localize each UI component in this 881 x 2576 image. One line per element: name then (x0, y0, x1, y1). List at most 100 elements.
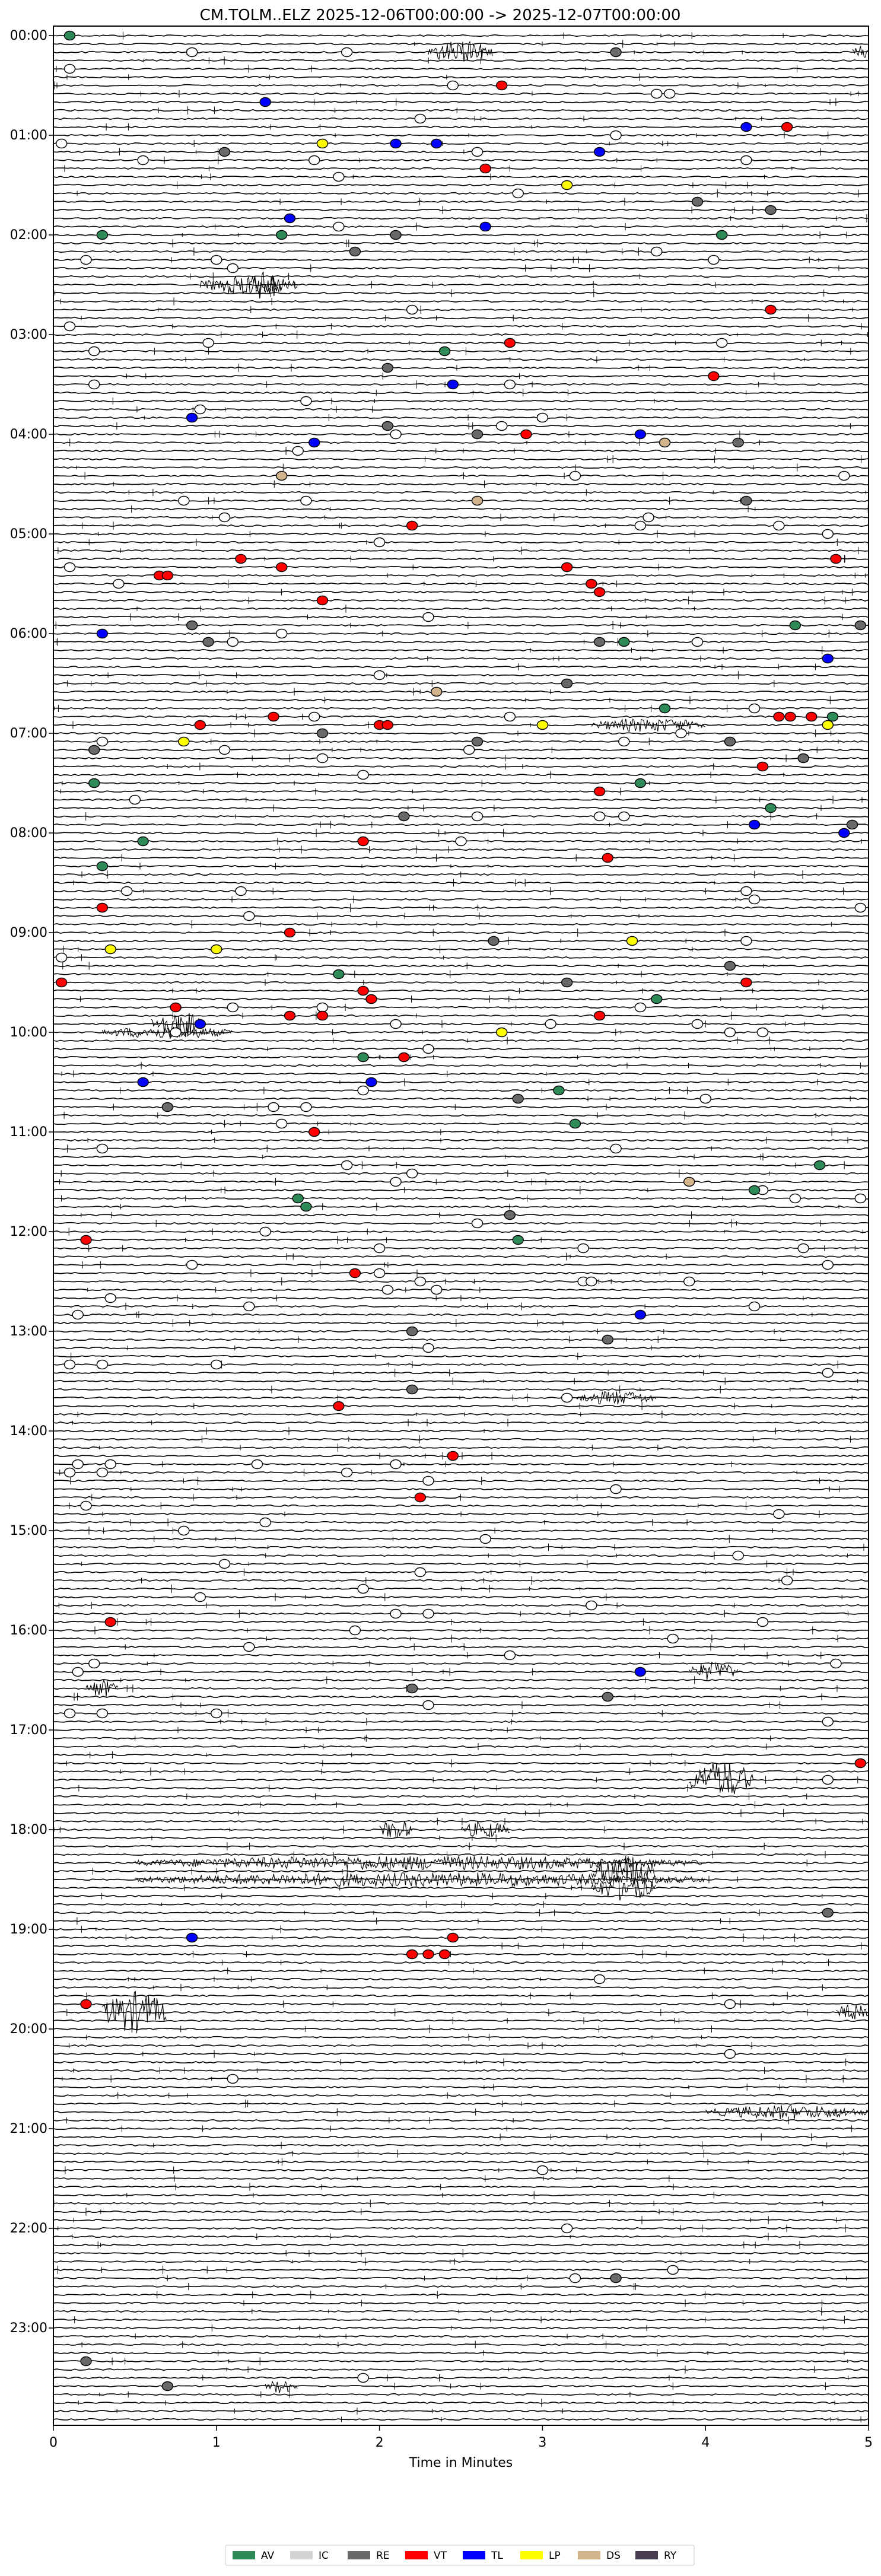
hour-label: 09:00 (10, 926, 47, 940)
trace-row (53, 1138, 869, 1142)
hour-label: 02:00 (10, 228, 47, 243)
trace-row (53, 574, 869, 577)
event-marker-vt (414, 1492, 426, 1503)
hour-label: 18:00 (10, 1823, 47, 1837)
event-marker-av (357, 1052, 369, 1063)
event-marker-vt (357, 985, 369, 996)
trace-row (53, 615, 869, 619)
event-marker-re (797, 753, 809, 764)
trace-row (53, 1479, 869, 1483)
trace-row (53, 1770, 869, 1773)
event-marker-vt (447, 1451, 459, 1461)
event-marker-ic (691, 637, 704, 647)
trace-row (53, 1653, 869, 1657)
trace-row (53, 1629, 869, 1632)
event-marker-ic (789, 1193, 802, 1204)
hour-label: 05:00 (10, 527, 47, 542)
trace-row (53, 1521, 869, 1524)
trace-row (53, 640, 869, 644)
event-marker-vt (593, 587, 606, 597)
trace-row (53, 1462, 869, 1466)
event-marker-vt (447, 1932, 459, 1943)
seismic-burst (689, 1661, 739, 1680)
event-marker-ic (227, 2073, 238, 2084)
trace-row (53, 75, 869, 79)
trace-row (53, 1728, 869, 1732)
trace-row (53, 947, 869, 951)
trace-row (53, 516, 869, 519)
event-marker-ic (781, 1575, 793, 1586)
trace-row (53, 1811, 869, 1815)
legend: AV IC RE VT TL LP DS RY (225, 2545, 695, 2566)
event-marker-ic (422, 1044, 434, 1054)
trace-row (53, 2060, 869, 2064)
event-marker-ic (724, 1027, 736, 1038)
event-marker-av (137, 836, 149, 847)
event-marker-ds (683, 1176, 695, 1187)
event-marker-ic (194, 1592, 206, 1602)
trace-row (53, 2119, 869, 2122)
event-marker-vt (593, 1010, 606, 1021)
trace-row (53, 2102, 869, 2106)
trace-row (53, 1180, 869, 1184)
event-marker-ic (643, 512, 654, 523)
event-marker-ic (63, 1708, 76, 1719)
event-marker-vt (756, 761, 769, 772)
trace-row (53, 1604, 869, 1607)
trace-row (53, 1055, 869, 1059)
trace-row (53, 1271, 869, 1275)
event-marker-ic (471, 147, 484, 157)
trace-row (53, 732, 869, 735)
trace-row (53, 881, 869, 885)
trace-row (53, 59, 869, 62)
event-marker-ic (178, 1525, 190, 1536)
event-marker-tl (186, 412, 198, 423)
event-marker-ic (63, 1359, 76, 1370)
event-marker-ic (63, 63, 76, 74)
trace-row (53, 1363, 869, 1366)
event-marker-ic (227, 1002, 238, 1013)
seismic-bursts (85, 40, 869, 2393)
trace-row (53, 557, 869, 561)
event-marker-ic (740, 936, 752, 946)
event-marker-re (822, 1907, 834, 1918)
event-marker-ic (96, 1359, 109, 1370)
trace-row (53, 2094, 869, 2097)
event-marker-lp (496, 1027, 508, 1038)
trace-row (53, 1712, 869, 1715)
trace-row (53, 590, 869, 594)
trace-row (53, 1338, 869, 1341)
trace-row (53, 532, 869, 536)
event-marker-ic (120, 886, 133, 896)
event-marker-ic (341, 1160, 353, 1171)
trace-row (53, 150, 869, 154)
trace-row (53, 2376, 869, 2380)
trace-row (53, 399, 869, 403)
event-marker-vt (235, 554, 247, 564)
event-marker-ic (634, 520, 647, 531)
event-marker-ic (308, 155, 320, 166)
trace-row (53, 2193, 869, 2197)
hour-label: 03:00 (10, 327, 47, 342)
event-marker-vt (276, 562, 288, 573)
legend-label-vt: VT (434, 2550, 447, 2562)
hour-label: 04:00 (10, 427, 47, 442)
event-marker-tl (447, 379, 459, 390)
trace-row (53, 2044, 869, 2047)
seismic-burst (249, 271, 282, 299)
event-marker-tl (634, 1667, 647, 1677)
event-marker-ic (561, 2223, 573, 2234)
event-marker-ic (316, 753, 329, 764)
trace-row (53, 1545, 869, 1549)
event-marker-ic (822, 1716, 834, 1727)
event-marker-ic (586, 1276, 597, 1287)
trace-row (53, 266, 869, 270)
trace-row (53, 100, 869, 104)
trace-row (53, 1869, 869, 1873)
event-marker-re (471, 736, 484, 747)
trace-row (53, 300, 869, 303)
event-marker-ic (708, 255, 720, 265)
event-marker-re (724, 961, 736, 971)
event-marker-vt (602, 853, 614, 863)
event-marker-ic (667, 2265, 679, 2275)
